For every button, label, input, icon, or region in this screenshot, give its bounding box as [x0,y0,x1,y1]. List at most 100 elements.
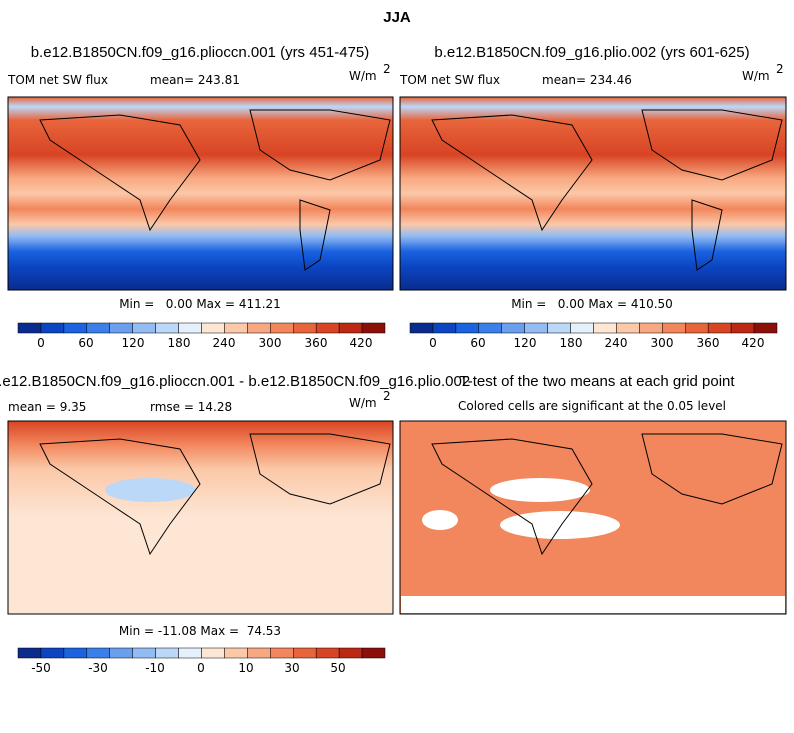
colorbar-box [63,322,88,334]
stats: Min = 0.00 Max = 411.21 [119,297,281,311]
colorbar-box [361,647,386,659]
colorbar-box [293,647,317,659]
units: W/m [349,396,377,410]
colorbar-label: 120 [514,336,537,350]
panel-label: TOM net SW flux [7,73,108,87]
colorbar-box [86,322,110,334]
colorbar-box [86,647,110,659]
colorbar-label: -10 [145,661,165,675]
units: 2 [383,389,391,403]
colorbar-box [109,647,133,659]
colorbar-box [201,647,225,659]
colorbar-box [730,322,755,334]
map-field [422,510,458,530]
map-field [105,478,195,502]
colorbar-label: 300 [651,336,674,350]
colorbar-box [132,322,156,334]
colorbar-box [524,322,548,334]
colorbar-box [247,322,271,334]
colorbar-box [178,647,202,659]
panel-title: T-test of the two means at each grid poi… [459,373,735,390]
panel-label: TOM net SW flux [399,73,500,87]
colorbar-box [155,647,179,659]
colorbar-box [17,647,42,659]
colorbar-label: -50 [31,661,51,675]
colorbar-label: 420 [742,336,765,350]
colorbar-label: 0 [37,336,45,350]
colorbar-box [178,322,202,334]
panel-title: b.e12.B1850CN.f09_g16.plioccn.001 (yrs 4… [31,44,370,61]
map-field [401,596,785,613]
colorbar-box [224,322,248,334]
colorbar-box [270,647,294,659]
colorbar-label: 360 [305,336,328,350]
colorbar-box [593,322,617,334]
map-field [490,478,590,502]
colorbar-box [662,322,686,334]
colorbar-box [685,322,709,334]
colorbar-box [432,322,457,334]
colorbar-box [247,647,271,659]
panel-label: Colored cells are significant at the 0.0… [458,399,726,413]
stats: Min = -11.08 Max = 74.53 [119,624,281,638]
colorbar-box [109,322,133,334]
colorbar-box [455,322,480,334]
colorbar-label: 30 [284,661,299,675]
colorbar-box [338,647,363,659]
colorbar-label: 0 [197,661,205,675]
panel-label: mean= 243.81 [150,73,240,87]
colorbar-label: 60 [470,336,485,350]
colorbar-box [501,322,525,334]
colorbar-box [361,322,386,334]
colorbar-box [338,322,363,334]
colorbar-box [315,647,340,659]
colorbar-label: 360 [697,336,720,350]
figure-title: JJA [383,9,411,26]
map [7,96,787,615]
units: 2 [776,62,784,76]
colorbar-box [409,322,434,334]
colorbar-box [315,322,340,334]
colorbar-box [707,322,732,334]
units: W/m [349,69,377,83]
panel-label: mean = 9.35 [8,400,86,414]
colorbar-box [616,322,640,334]
map-field [500,511,620,539]
colorbar-label: 300 [259,336,282,350]
colorbar-box [639,322,663,334]
colorbar-box [478,322,502,334]
colorbar-box [132,647,156,659]
stats: Min = 0.00 Max = 410.50 [511,297,673,311]
colorbar-box [155,322,179,334]
map-field [7,96,394,291]
colorbar-label: 240 [213,336,236,350]
colorbar-box [753,322,778,334]
units: 2 [383,62,391,76]
colorbar-box [293,322,317,334]
colorbar-box [224,647,248,659]
colorbar-box [40,322,65,334]
panel-label: mean= 234.46 [542,73,632,87]
colorbar-label: 50 [330,661,345,675]
colorbar-box [270,322,294,334]
panel-title: b.e12.B1850CN.f09_g16.plio.002 (yrs 601-… [434,44,749,61]
colorbar-label: 60 [78,336,93,350]
colorbar-label: 10 [238,661,253,675]
colorbar-box [17,322,42,334]
units: W/m [742,69,770,83]
colorbar-label: -30 [88,661,108,675]
colorbar-box [570,322,594,334]
colorbar-label: 420 [350,336,373,350]
colorbar-label: 180 [168,336,191,350]
map-field [7,420,394,615]
colorbar-label: 0 [429,336,437,350]
map-field [399,96,787,291]
panel-label: rmse = 14.28 [150,400,232,414]
colorbar-box [547,322,571,334]
colorbar-box [201,322,225,334]
colorbar-label: 120 [122,336,145,350]
coastline [39,109,783,556]
colorbar-label: 240 [605,336,628,350]
panel-title: b.e12.B1850CN.f09_g16.plioccn.001 - b.e1… [0,373,470,390]
